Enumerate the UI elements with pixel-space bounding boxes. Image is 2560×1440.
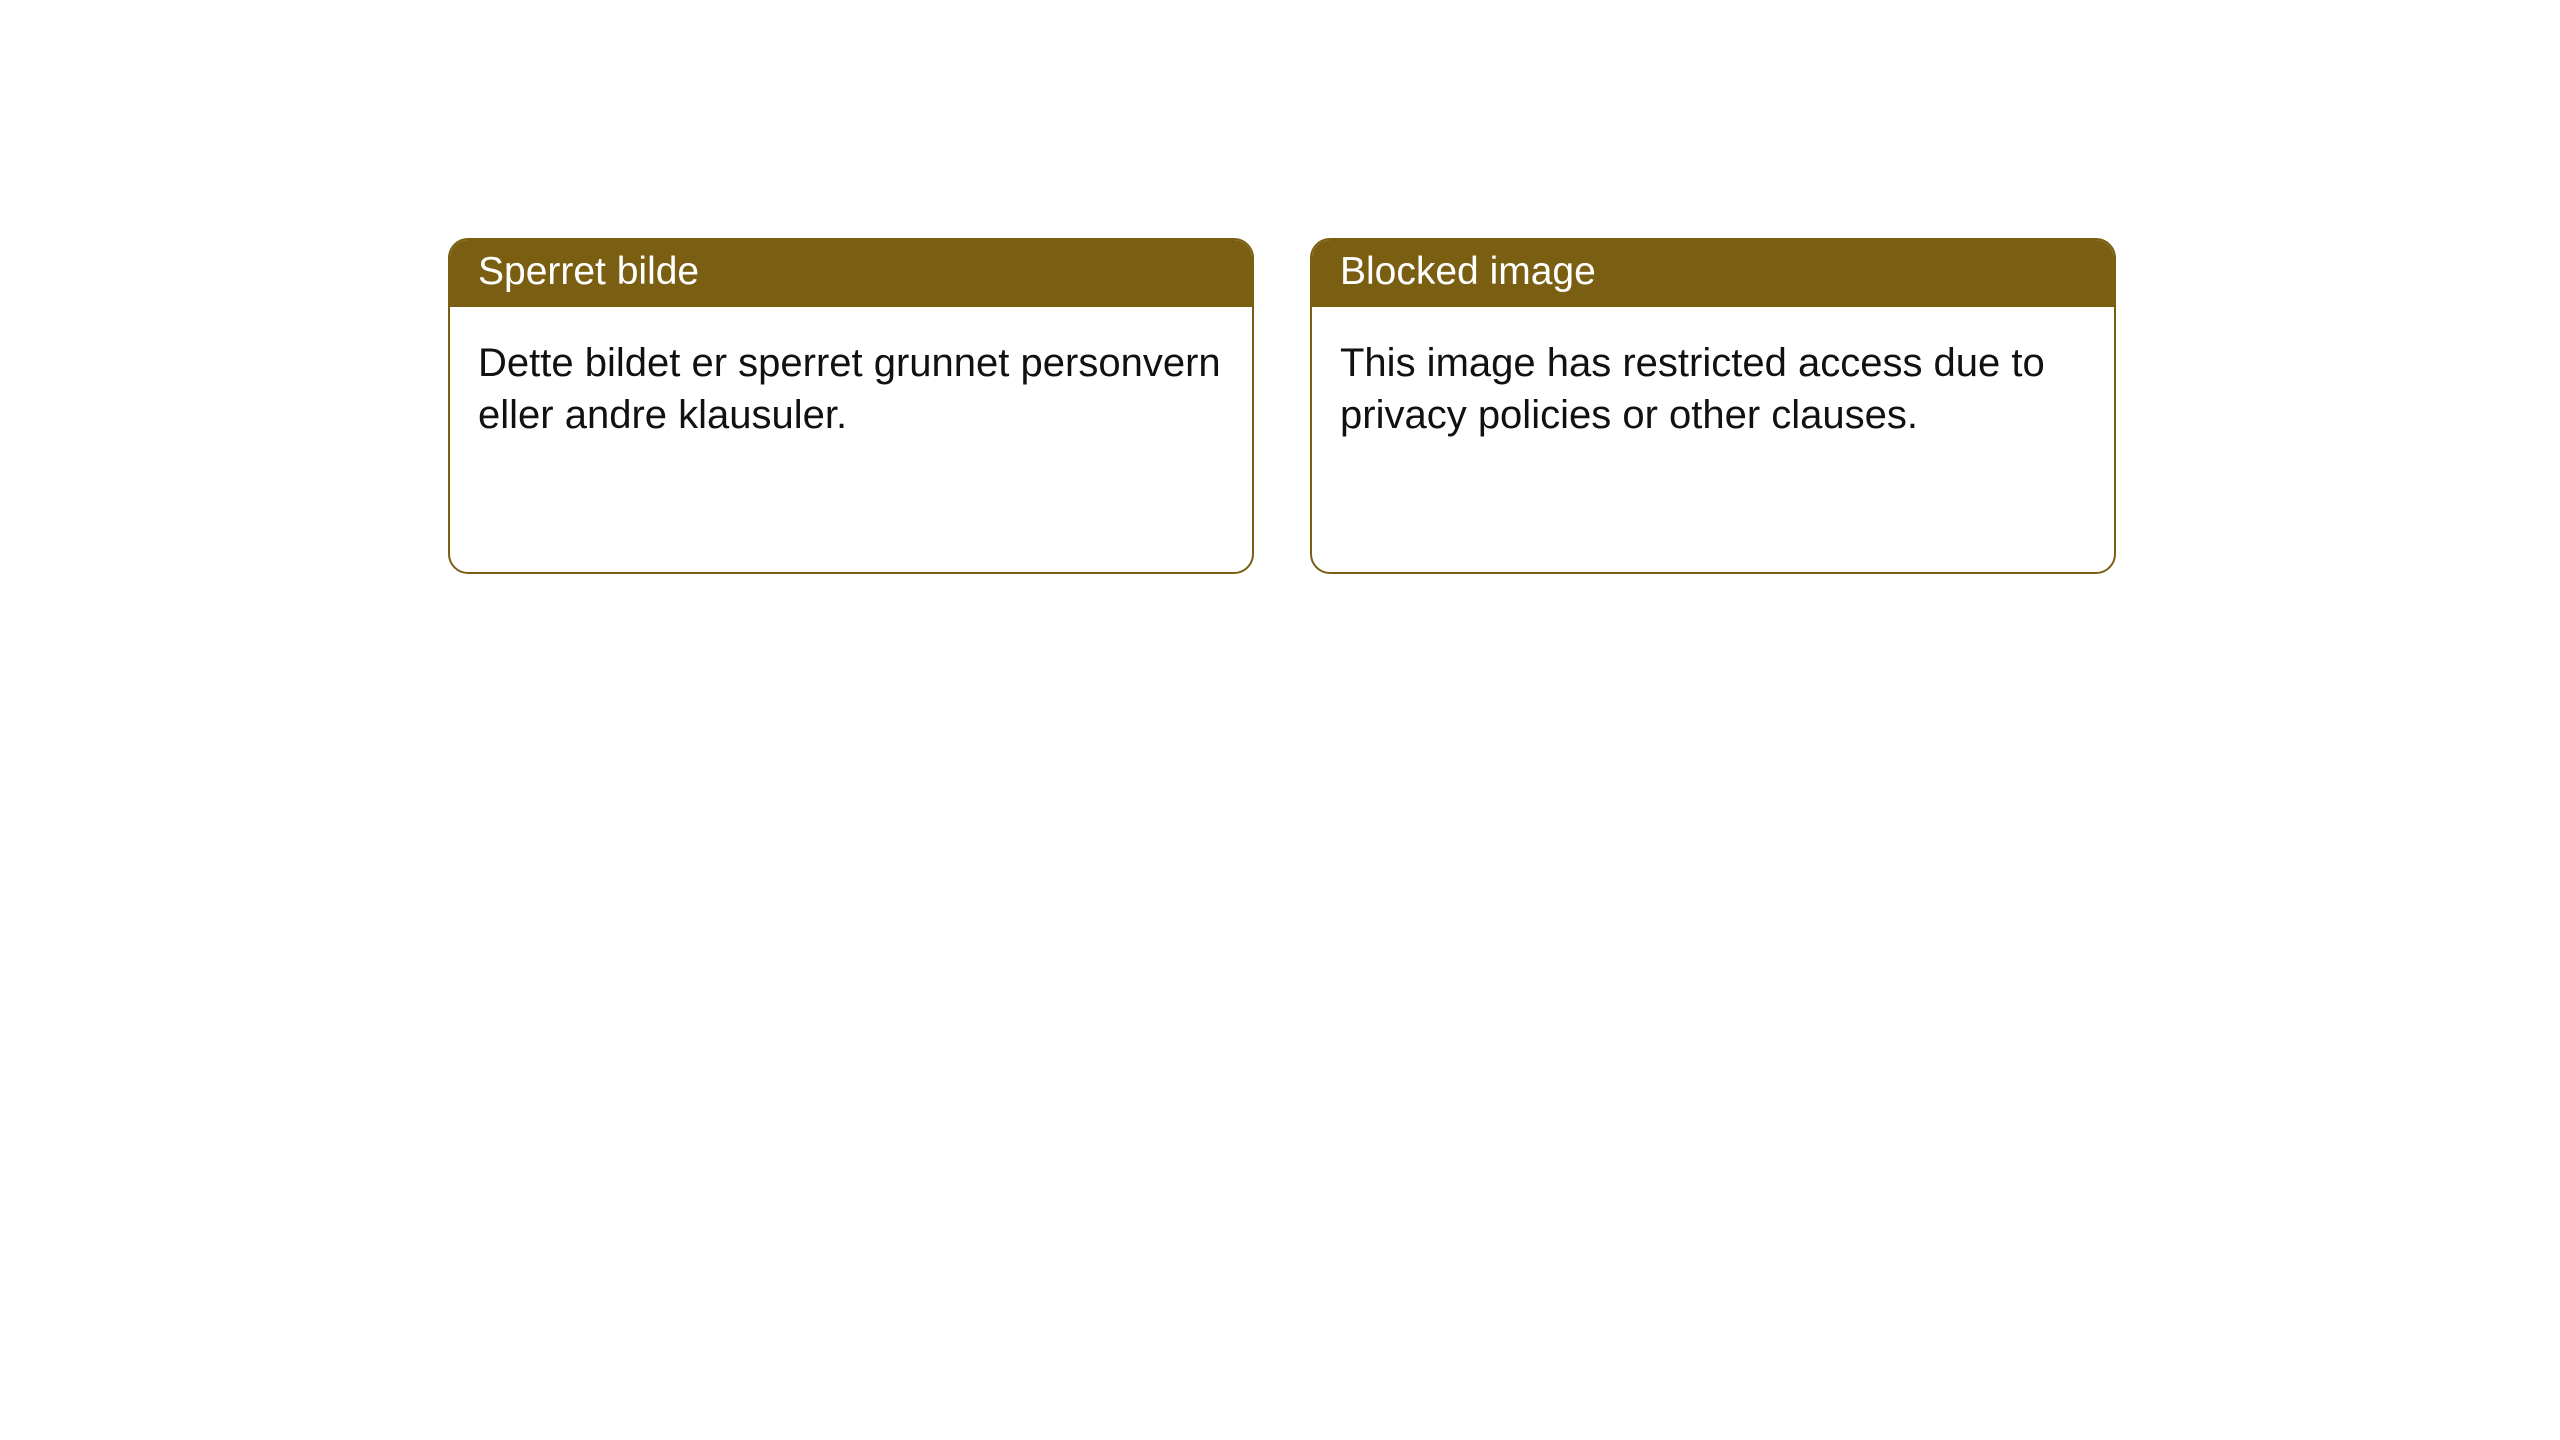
card-body-en: This image has restricted access due to … [1312,307,2114,471]
card-header-no: Sperret bilde [450,240,1252,307]
card-header-en: Blocked image [1312,240,2114,307]
blocked-image-card-en: Blocked image This image has restricted … [1310,238,2116,574]
notice-container: Sperret bilde Dette bildet er sperret gr… [0,0,2560,574]
card-body-no: Dette bildet er sperret grunnet personve… [450,307,1252,471]
blocked-image-card-no: Sperret bilde Dette bildet er sperret gr… [448,238,1254,574]
